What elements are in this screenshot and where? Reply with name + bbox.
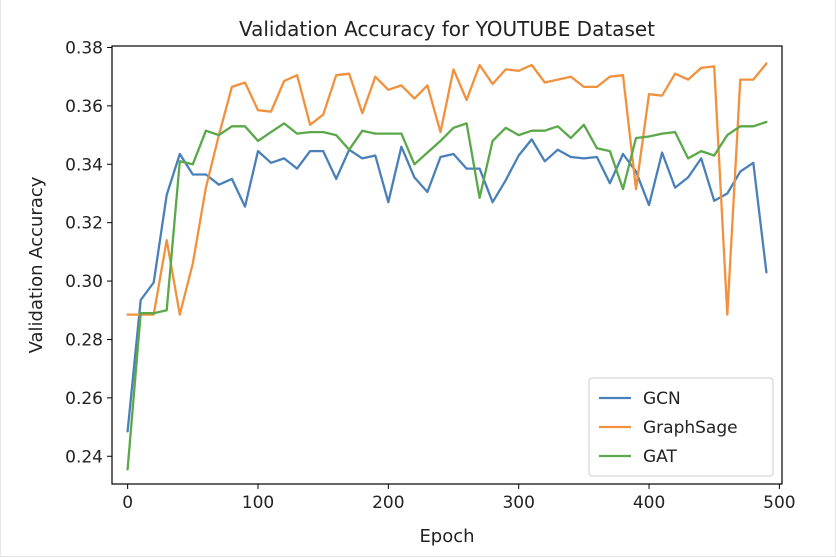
y-tick-label: 0.26	[65, 389, 103, 409]
plot-area	[126, 62, 768, 471]
y-tick-label: 0.24	[65, 447, 103, 467]
y-tick-label: 0.34	[65, 155, 103, 175]
x-tick-label: 500	[763, 493, 795, 513]
legend-label-gat: GAT	[643, 447, 677, 467]
legend-label-gcn: GCN	[643, 389, 681, 409]
y-tick-label: 0.28	[65, 330, 103, 350]
x-tick-label: 400	[633, 493, 665, 513]
y-tick-label: 0.36	[65, 97, 103, 117]
legend-box	[588, 377, 774, 477]
y-tick-label: 0.30	[65, 272, 103, 292]
x-tick-label: 0	[122, 493, 133, 513]
x-tick-label: 200	[372, 493, 404, 513]
x-axis-title: Epoch	[419, 526, 474, 547]
x-axis: 0 100 200 300 400 500	[122, 484, 796, 513]
legend-label-graphsage: GraphSage	[643, 418, 738, 438]
y-tick-label: 0.32	[65, 214, 103, 234]
x-tick-label: 100	[242, 493, 274, 513]
y-tick-label: 0.38	[65, 38, 103, 58]
series-line-graphsage	[126, 62, 768, 316]
y-axis-title: Validation Accuracy	[26, 176, 47, 353]
y-axis: 0.24 0.26 0.28 0.30 0.32 0.34 0.36 0.38	[65, 38, 112, 467]
legend: GCN GraphSage GAT	[588, 377, 774, 477]
series-line-gcn	[126, 138, 768, 433]
series-line-gat	[126, 120, 768, 471]
chart-title: Validation Accuracy for YOUTUBE Dataset	[239, 17, 655, 41]
x-tick-label: 300	[502, 493, 534, 513]
axes-frame	[111, 45, 783, 485]
